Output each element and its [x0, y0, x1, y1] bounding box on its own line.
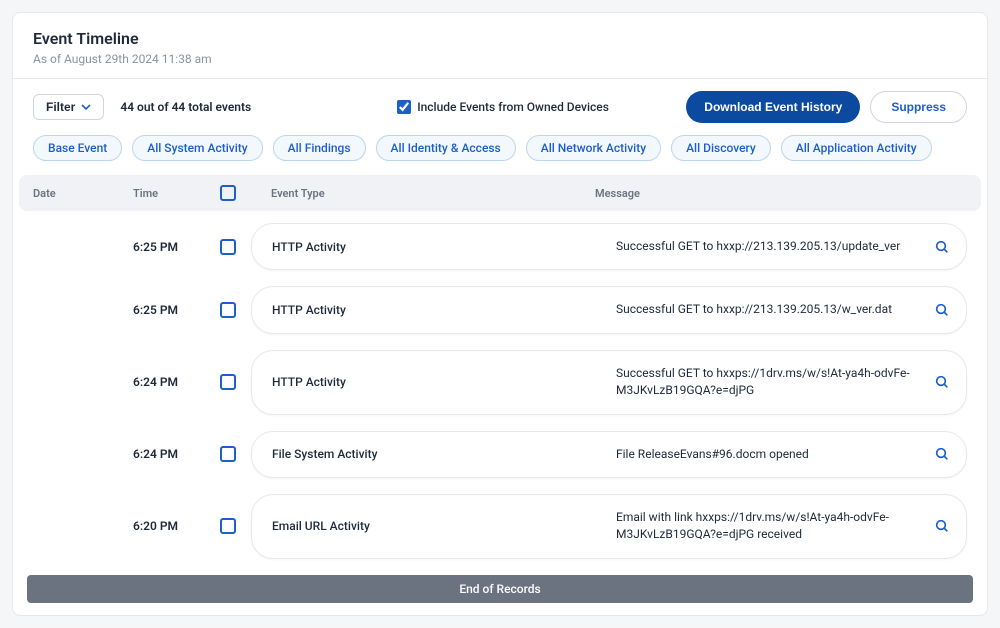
row-checkbox[interactable]: [220, 374, 236, 390]
toolbar-right: Download Event History Suppress: [686, 91, 967, 123]
event-message: Successful GET to hxxps://1drv.ms/w/s!At…: [616, 365, 934, 400]
col-date: Date: [33, 187, 133, 200]
filter-button[interactable]: Filter: [33, 94, 104, 120]
table-row: 6:25 PM HTTP Activity Successful GET to …: [19, 286, 981, 333]
event-message: Successful GET to hxxp://213.139.205.13/…: [616, 301, 934, 318]
event-timeline-card: Event Timeline As of August 29th 2024 11…: [12, 12, 988, 616]
card-header: Event Timeline As of August 29th 2024 11…: [13, 13, 987, 79]
select-all-checkbox[interactable]: [220, 185, 236, 201]
download-history-button[interactable]: Download Event History: [686, 91, 860, 123]
event-card: HTTP Activity Successful GET to hxxp://2…: [251, 286, 967, 333]
search-icon[interactable]: [934, 302, 950, 318]
chip-base-event[interactable]: Base Event: [33, 135, 122, 161]
event-message: File ReleaseEvans#96.docm opened: [616, 446, 934, 463]
col-message: Message: [595, 187, 929, 200]
event-count: 44 out of 44 total events: [120, 100, 251, 114]
search-icon[interactable]: [934, 518, 950, 534]
row-checkbox[interactable]: [220, 302, 236, 318]
table-row: 6:25 PM HTTP Activity Successful GET to …: [19, 223, 981, 270]
event-card: File System Activity File ReleaseEvans#9…: [251, 431, 967, 478]
event-card: HTTP Activity Successful GET to hxxp://2…: [251, 223, 967, 270]
time-cell: 6:20 PM: [133, 519, 205, 533]
event-card: Email URL Activity Email with link hxxps…: [251, 494, 967, 559]
col-time: Time: [133, 187, 205, 200]
chip-findings[interactable]: All Findings: [273, 135, 366, 161]
chip-system-activity[interactable]: All System Activity: [132, 135, 262, 161]
events-table: Date Time Event Type Message 6:25 PM HTT…: [13, 175, 987, 615]
chip-identity-access[interactable]: All Identity & Access: [376, 135, 516, 161]
page-subtitle: As of August 29th 2024 11:38 am: [33, 52, 967, 66]
event-type: File System Activity: [272, 447, 616, 461]
include-owned-devices[interactable]: Include Events from Owned Devices: [397, 100, 609, 114]
search-icon[interactable]: [934, 446, 950, 462]
search-icon[interactable]: [934, 239, 950, 255]
time-cell: 6:24 PM: [133, 447, 205, 461]
event-type: HTTP Activity: [272, 240, 616, 254]
table-row: 6:20 PM Email URL Activity Email with li…: [19, 494, 981, 559]
table-header-row: Date Time Event Type Message: [19, 175, 981, 211]
row-checkbox[interactable]: [220, 239, 236, 255]
filter-chips: Base Event All System Activity All Findi…: [13, 135, 987, 175]
filter-label: Filter: [46, 100, 75, 114]
event-type: HTTP Activity: [272, 303, 616, 317]
time-cell: 6:24 PM: [133, 375, 205, 389]
chip-application-activity[interactable]: All Application Activity: [781, 135, 932, 161]
toolbar: Filter 44 out of 44 total events Include…: [13, 79, 987, 135]
event-type: Email URL Activity: [272, 519, 616, 533]
col-event-type: Event Type: [251, 187, 595, 200]
event-type: HTTP Activity: [272, 375, 616, 389]
col-select: [205, 185, 251, 201]
search-icon[interactable]: [934, 374, 950, 390]
event-message: Successful GET to hxxp://213.139.205.13/…: [616, 238, 934, 255]
row-checkbox[interactable]: [220, 518, 236, 534]
time-cell: 6:25 PM: [133, 303, 205, 317]
chip-network-activity[interactable]: All Network Activity: [526, 135, 661, 161]
table-row: 6:24 PM HTTP Activity Successful GET to …: [19, 350, 981, 415]
table-row: 6:24 PM File System Activity File Releas…: [19, 431, 981, 478]
suppress-button[interactable]: Suppress: [870, 91, 967, 123]
page-title: Event Timeline: [33, 29, 967, 48]
chip-discovery[interactable]: All Discovery: [671, 135, 771, 161]
chevron-down-icon: [81, 102, 91, 112]
end-of-records: End of Records: [27, 575, 973, 603]
event-card: HTTP Activity Successful GET to hxxps://…: [251, 350, 967, 415]
time-cell: 6:25 PM: [133, 240, 205, 254]
include-label: Include Events from Owned Devices: [417, 100, 609, 114]
include-checkbox[interactable]: [397, 100, 411, 114]
row-checkbox[interactable]: [220, 446, 236, 462]
